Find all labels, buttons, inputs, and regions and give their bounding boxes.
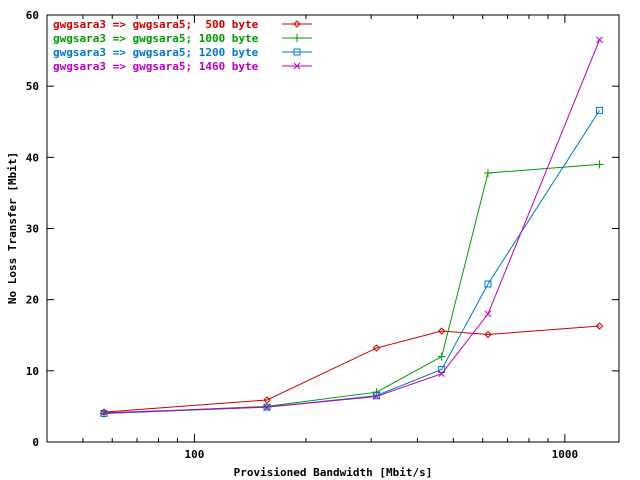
- data-point-1: [595, 322, 604, 330]
- y-tick-label: 0: [32, 436, 39, 449]
- data-point-4: [438, 370, 446, 378]
- data-point-2: [437, 352, 446, 361]
- y-tick-label: 40: [26, 151, 39, 164]
- data-point-3: [595, 106, 603, 114]
- data-point-3: [372, 392, 380, 400]
- series-line-1: [103, 325, 600, 413]
- legend-label-4: gwgsara3 => gwgsara5; 1460 byte: [53, 60, 259, 73]
- data-point-4: [263, 403, 271, 411]
- y-tick-label: 60: [26, 9, 39, 22]
- legend-marker-3: [293, 48, 301, 56]
- y-tick-label: 30: [26, 223, 39, 236]
- data-point-2: [595, 160, 604, 169]
- data-point-3: [438, 365, 446, 373]
- data-point-4: [596, 36, 603, 44]
- legend-marker-4: [293, 62, 301, 70]
- legend-marker-1: [293, 20, 301, 28]
- series-lines: [103, 39, 600, 414]
- data-point-3: [100, 410, 108, 418]
- y-tick-label: 50: [26, 80, 39, 93]
- legend-label-1: gwgsara3 => gwgsara5; 500 byte: [53, 18, 259, 31]
- legend-label-2: gwgsara3 => gwgsara5; 1000 byte: [53, 32, 259, 45]
- x-tick-label: 1000: [552, 448, 579, 461]
- data-point-1: [437, 327, 446, 335]
- series-line-2: [103, 163, 600, 414]
- data-point-1: [372, 344, 381, 352]
- data-point-4: [484, 310, 492, 318]
- data-point-2: [372, 388, 381, 397]
- y-tick-label: 10: [26, 365, 39, 378]
- series-line-4: [103, 39, 600, 414]
- data-point-2: [483, 168, 492, 177]
- data-point-1: [484, 330, 492, 339]
- data-point-3: [263, 403, 271, 411]
- y-axis-label: No Loss Transfer [Mbit]: [6, 152, 19, 304]
- axis-tick-labels: 0 10 20 30 40 50 60 100 1000: [26, 9, 578, 461]
- series-line-3: [103, 110, 600, 414]
- legend-marker-2: [293, 34, 301, 42]
- data-point-3: [484, 280, 492, 288]
- data-point-4: [100, 409, 108, 417]
- y-tick-label: 20: [26, 294, 39, 307]
- x-tick-label: 100: [184, 448, 204, 461]
- legend-label-3: gwgsara3 => gwgsara5; 1200 byte: [53, 46, 259, 59]
- axis-ticks: [46, 14, 619, 443]
- data-point-4: [373, 393, 380, 400]
- plot-frame: [46, 14, 620, 443]
- series-markers: [99, 36, 604, 418]
- x-axis-label: Provisioned Bandwidth [Mbit/s]: [234, 466, 433, 479]
